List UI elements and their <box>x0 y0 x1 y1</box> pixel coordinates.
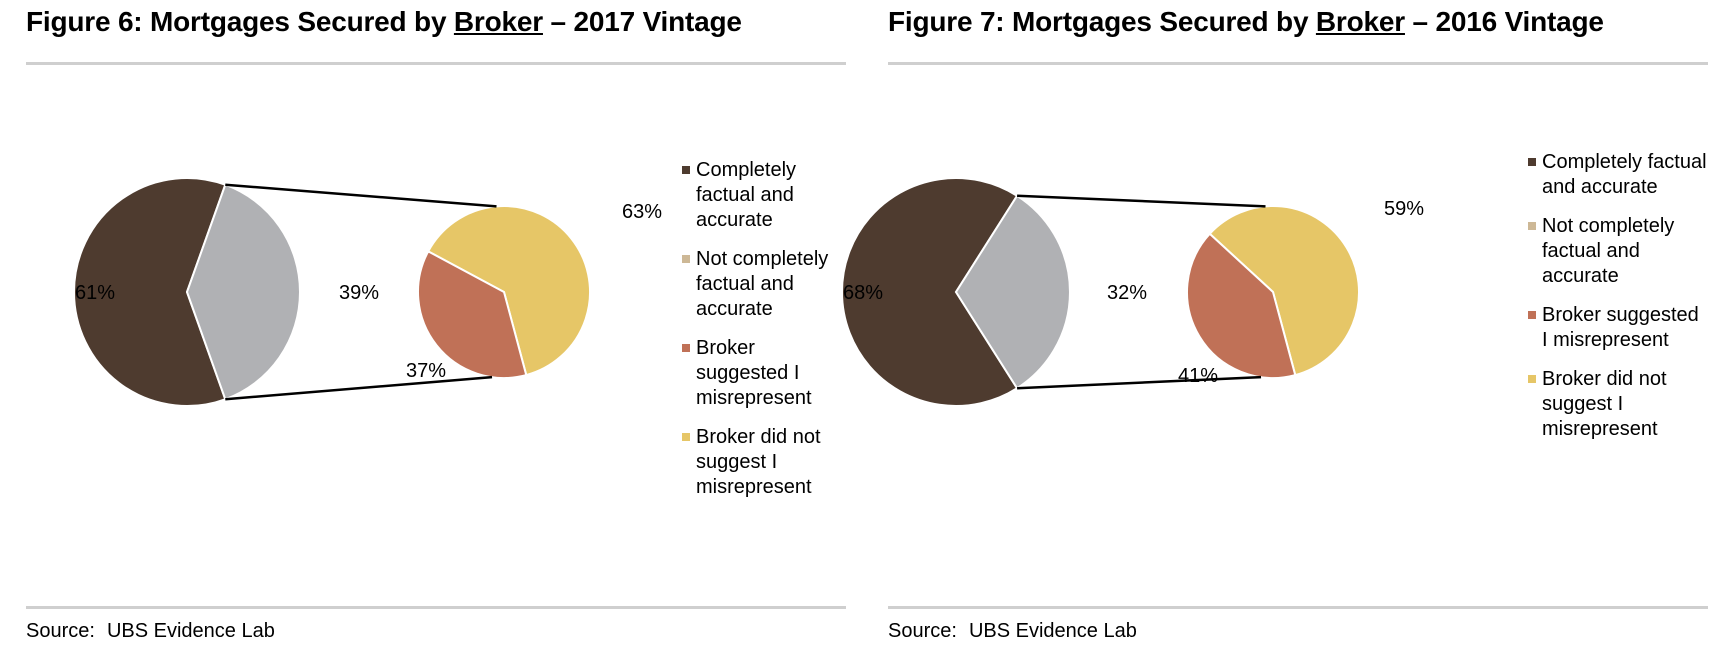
legend-item-completely-factual-and-accurate: Completely factual and accurate <box>1528 150 1708 200</box>
connector-line-top <box>225 183 497 208</box>
source-divider <box>26 606 846 609</box>
secondary-slice-broker-did-not-suggest <box>1208 205 1360 377</box>
legend-swatch <box>682 166 690 174</box>
legend-label: Broker suggested I misrepresent <box>1542 304 1699 351</box>
data-label-not-completely-factual: 39% <box>339 282 379 304</box>
figure-6-source: Source: UBS Evidence Lab <box>26 620 275 642</box>
figure-7-legend: Completely factual and accurate Not compl… <box>1528 150 1708 456</box>
legend-swatch <box>682 344 690 352</box>
figure-6-title: Figure 6: Mortgages Secured by Broker – … <box>26 6 742 37</box>
legend-label: Not completely factual and accurate <box>1542 215 1675 287</box>
legend-label: Completely factual and accurate <box>1542 151 1707 198</box>
main-slice-not-completely-factual <box>185 183 302 401</box>
legend-label: Broker did not suggest I misrepresent <box>1542 368 1667 440</box>
legend-item-broker-did-not-suggest-i-misrepresent: Broker did not suggest I misrepresent <box>682 425 846 500</box>
legend-label: Broker did not suggest I misrepresent <box>696 426 821 498</box>
legend-item-broker-did-not-suggest-i-misrepresent: Broker did not suggest I misrepresent <box>1528 367 1708 442</box>
legend-item-not-completely-factual-and-accurate: Not completely factual and accurate <box>1528 214 1708 289</box>
legend-item-broker-suggested-i-misrepresent: Broker suggested I misrepresent <box>1528 303 1708 353</box>
secondary-slice-broker-did-not-suggest <box>426 205 591 377</box>
title-divider <box>26 62 846 65</box>
legend-swatch <box>682 433 690 441</box>
legend-label: Not completely factual and accurate <box>696 248 829 320</box>
main-slice-not-completely-factual <box>954 194 1071 390</box>
figure-7-title: Figure 7: Mortgages Secured by Broker – … <box>888 6 1604 37</box>
data-label-broker-suggested: 41% <box>1178 365 1218 387</box>
legend-swatch <box>1528 375 1536 383</box>
data-label-completely-factual: 61% <box>75 282 115 304</box>
figure-6-panel: Figure 6: Mortgages Secured by Broker – … <box>26 0 846 657</box>
data-label-completely-factual: 68% <box>843 282 883 304</box>
main-slice-completely-factual <box>841 177 1019 407</box>
main-slice-completely-factual <box>73 177 227 407</box>
source-divider <box>888 606 1708 609</box>
figure-6-legend: Completely factual and accurate Not compl… <box>682 158 846 514</box>
legend-label: Completely factual and accurate <box>696 159 797 231</box>
legend-swatch <box>1528 158 1536 166</box>
secondary-slice-broker-suggested <box>1186 232 1297 379</box>
legend-item-completely-factual-and-accurate: Completely factual and accurate <box>682 158 846 233</box>
figure-7-source: Source: UBS Evidence Lab <box>888 620 1137 642</box>
secondary-slice-broker-suggested <box>417 250 528 379</box>
data-label-broker-did-not-suggest: 63% <box>622 201 662 223</box>
legend-swatch <box>1528 311 1536 319</box>
data-label-broker-suggested: 37% <box>406 360 446 382</box>
connector-line-bottom <box>1017 375 1262 390</box>
legend-item-broker-suggested-i-misrepresent: Broker suggested I misrepresent <box>682 336 846 411</box>
data-label-broker-did-not-suggest: 59% <box>1384 198 1424 220</box>
data-label-not-completely-factual: 32% <box>1107 282 1147 304</box>
figure-7-panel: Figure 7: Mortgages Secured by Broker – … <box>841 0 1708 657</box>
figure-7-chart: 68% 32% 41% 59% <box>841 177 1424 407</box>
figure-6-chart: 61% 39% 37% 63% <box>73 177 662 407</box>
connector-line-bottom <box>225 375 493 401</box>
legend-label: Broker suggested I misrepresent <box>696 337 812 409</box>
legend-swatch <box>682 255 690 263</box>
legend-swatch <box>1528 222 1536 230</box>
connector-line-top <box>1017 194 1266 208</box>
legend-item-not-completely-factual-and-accurate: Not completely factual and accurate <box>682 247 846 322</box>
title-divider <box>888 62 1708 65</box>
